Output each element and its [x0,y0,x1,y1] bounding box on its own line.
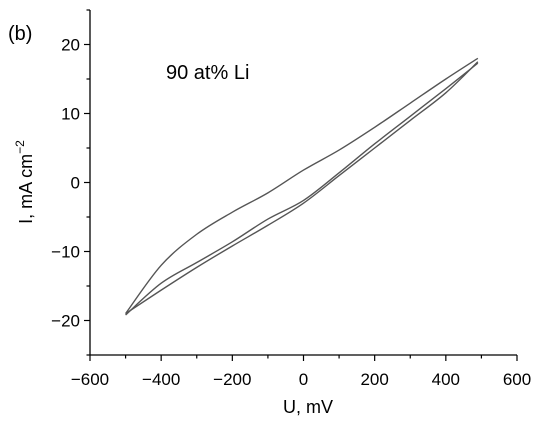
x-tick-label: −600 [71,370,109,389]
series-line-1 [125,57,479,315]
annotation-text: 90 at% Li [166,62,249,84]
x-tick-label: 400 [432,370,460,389]
x-axis-title: U, mV [283,397,333,417]
x-tick-label: 0 [299,370,308,389]
panel-label: (b) [8,23,32,45]
y-axis-title-superscript: −2 [13,140,27,154]
series-line-3 [125,62,479,316]
series-line-2 [125,61,479,315]
y-axis-title: I, mA cm−2 [13,140,36,224]
curves [125,57,479,316]
y-tick-label: −20 [51,312,80,331]
x-tick-label: 200 [360,370,388,389]
x-tick-label: −200 [213,370,251,389]
y-axis-title-main: I, mA cm [16,154,36,224]
y-tick-label: −10 [51,243,80,262]
y-tick-label: 10 [61,105,80,124]
x-tick-label: 600 [503,370,531,389]
axes: −600 −400 −200 0 200 400 600 −20 −10 0 10 20 [51,9,531,389]
y-tick-label: 0 [71,174,80,193]
x-tick-label: −400 [142,370,180,389]
y-tick-label: 20 [61,36,80,55]
